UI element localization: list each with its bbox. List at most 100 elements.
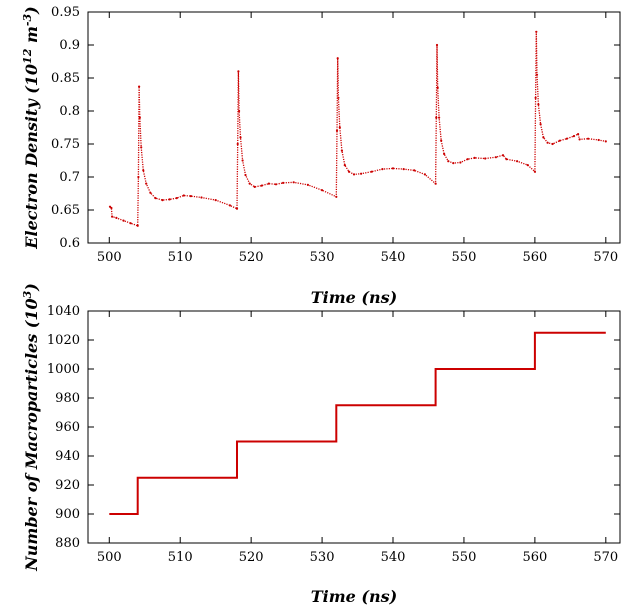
data-point <box>577 133 580 136</box>
data-point <box>516 160 519 163</box>
y-tick-label: 1040 <box>47 304 80 319</box>
x-tick-label: 530 <box>310 550 335 565</box>
data-point <box>248 182 251 185</box>
data-point <box>347 170 351 173</box>
data-point <box>241 159 244 162</box>
data-point <box>447 160 450 163</box>
data-point <box>108 205 112 208</box>
data-point <box>306 183 309 186</box>
data-point <box>360 172 363 175</box>
data-point <box>321 189 324 192</box>
data-point <box>182 194 185 197</box>
data-point <box>111 215 114 218</box>
series-trace <box>109 31 606 227</box>
data-point <box>137 175 140 179</box>
x-tick-label: 540 <box>381 550 406 565</box>
data-point <box>110 206 113 210</box>
y-tick-label: 0.6 <box>59 236 80 251</box>
x-tick-label: 550 <box>452 550 477 565</box>
data-point <box>572 135 576 138</box>
data-point <box>494 156 497 159</box>
data-point <box>473 156 476 159</box>
data-point <box>440 139 443 142</box>
data-point <box>253 185 256 188</box>
data-point <box>539 123 542 126</box>
plot-frame <box>87 11 621 244</box>
data-point <box>338 126 341 129</box>
data-point <box>423 173 426 176</box>
data-point <box>604 140 607 143</box>
data-point <box>534 96 537 99</box>
x-axis-title: Time (ns) <box>311 587 397 606</box>
y-tick-label: 980 <box>55 391 80 406</box>
y-tick-label: 0.8 <box>59 104 80 119</box>
data-point <box>542 136 545 139</box>
data-point <box>501 154 505 157</box>
data-point <box>526 164 529 167</box>
data-point <box>239 136 242 139</box>
x-tick-label: 570 <box>593 250 618 265</box>
data-point <box>228 204 231 207</box>
y-tick-label: 0.85 <box>51 71 80 86</box>
x-axis-title: Time (ns) <box>311 288 397 307</box>
y-tick-label: 920 <box>55 478 80 493</box>
y-axis-title: Electron Density (1012 m-3) <box>21 6 42 249</box>
data-point <box>436 86 439 89</box>
data-point <box>335 195 338 198</box>
data-point <box>597 138 600 142</box>
data-point <box>335 129 339 132</box>
data-point <box>587 137 590 140</box>
data-point <box>546 141 549 144</box>
data-point <box>466 158 469 161</box>
plot-frame <box>87 310 621 544</box>
data-point <box>370 170 373 173</box>
data-point <box>138 85 141 88</box>
x-tick-label: 550 <box>452 250 477 265</box>
data-point <box>145 182 148 185</box>
data-point <box>413 169 416 172</box>
x-tick-label: 540 <box>381 250 406 265</box>
electron-density-chart: 500 510 520 530 540 550 560 570 0.6 0.65 0.7 0.75 0.… <box>21 5 621 307</box>
x-tick-label: 500 <box>97 550 122 565</box>
data-point <box>235 207 239 210</box>
data-point <box>122 219 125 222</box>
data-point <box>175 197 178 200</box>
data-point <box>136 224 139 227</box>
y-tick-label: 1000 <box>47 362 80 377</box>
data-point <box>381 168 384 171</box>
y-tick-label: 940 <box>55 449 80 464</box>
data-point <box>200 196 203 199</box>
data-point <box>435 116 438 119</box>
data-point <box>343 164 346 167</box>
y-tick-label: 0.95 <box>51 5 80 20</box>
data-point <box>142 169 145 172</box>
data-point <box>535 73 539 76</box>
x-tick-label: 510 <box>168 250 193 265</box>
y-tick-label: 900 <box>55 507 80 522</box>
data-point <box>292 181 295 184</box>
data-point <box>435 43 439 47</box>
x-tick-label: 560 <box>522 250 547 265</box>
data-point <box>149 191 152 194</box>
data-point <box>236 142 239 146</box>
data-point <box>452 162 455 165</box>
data-point <box>260 184 263 187</box>
data-point <box>558 139 561 142</box>
data-point <box>274 183 278 186</box>
data-point <box>244 173 247 177</box>
data-point <box>578 138 581 141</box>
data-point <box>391 167 395 170</box>
data-point <box>537 103 540 106</box>
y-tick-label: 880 <box>55 536 80 551</box>
data-point <box>402 168 405 171</box>
x-tick-label: 510 <box>168 550 193 565</box>
x-tick-label: 520 <box>239 250 264 265</box>
data-point <box>115 216 118 219</box>
data-point <box>161 199 164 202</box>
data-point <box>168 198 171 201</box>
x-tick-label: 560 <box>522 550 547 565</box>
series-line <box>109 331 606 515</box>
data-point <box>336 57 339 60</box>
data-point <box>565 137 568 140</box>
